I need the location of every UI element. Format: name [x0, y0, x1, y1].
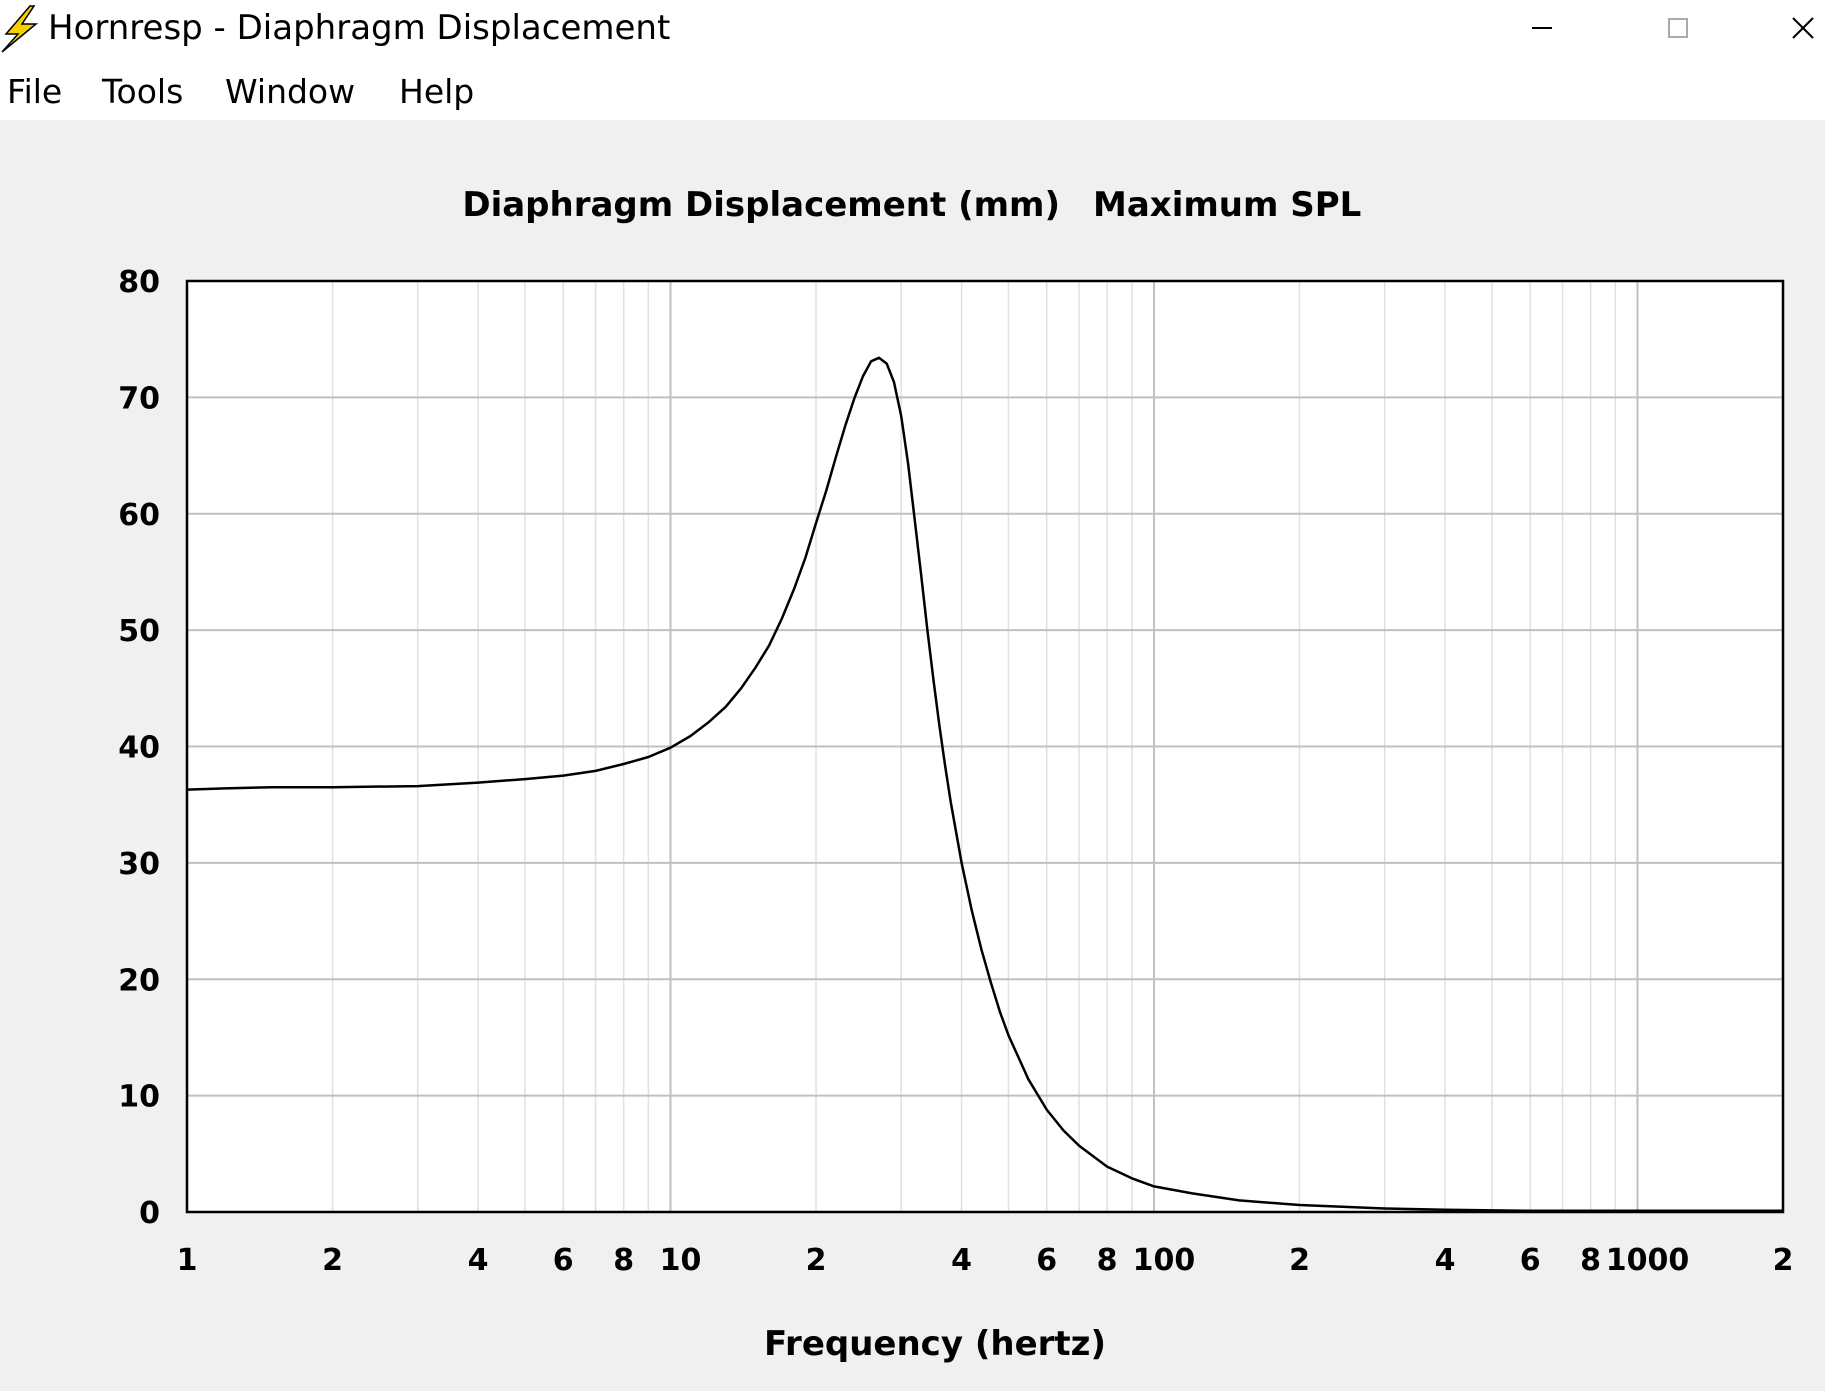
y-tick-label: 30 [118, 847, 160, 882]
y-tick-label: 60 [118, 498, 160, 533]
y-tick-label: 20 [118, 963, 160, 998]
y-tick-label: 70 [118, 381, 160, 416]
menu-tools[interactable]: Tools [102, 72, 184, 111]
x-axis-label: Frequency (hertz) [764, 1324, 1106, 1364]
grid [187, 281, 1783, 1212]
x-tick-label: 10 [660, 1243, 702, 1278]
x-tick-label: 2 [806, 1243, 827, 1278]
y-tick-label: 40 [118, 731, 160, 766]
y-tick-label: 10 [118, 1080, 160, 1115]
x-tick-label: 4 [951, 1243, 972, 1278]
close-icon [1791, 17, 1814, 39]
y-tick-labels: 0 10 20 30 40 50 60 70 80 [118, 265, 160, 1231]
x-tick-label: 2 [322, 1243, 343, 1278]
x-tick-label: 8 [1580, 1243, 1601, 1278]
menu-help[interactable]: Help [399, 72, 475, 111]
close-button[interactable] [1780, 0, 1825, 56]
chart: Diaphragm Displacement (mm) Maximum SPL … [118, 185, 1794, 1364]
window-title: Hornresp - Diaphragm Displacement [48, 8, 671, 48]
x-tick-label: 6 [553, 1243, 574, 1278]
y-tick-label: 0 [139, 1196, 160, 1231]
x-tick-labels: 1 2 4 6 8 10 2 4 6 8 100 2 4 6 8 1000 2 [177, 1243, 1794, 1278]
displacement-curve [186, 356, 1783, 1213]
x-tick-label: 4 [468, 1243, 489, 1278]
x-tick-label: 6 [1036, 1243, 1057, 1278]
x-tick-label: 2 [1773, 1243, 1794, 1278]
x-tick-label: 100 [1133, 1243, 1196, 1278]
x-tick-label: 4 [1435, 1243, 1456, 1278]
maximize-icon [1668, 18, 1688, 38]
menu-file[interactable]: File [7, 72, 63, 111]
x-tick-label: 8 [1097, 1243, 1118, 1278]
chart-area: Diaphragm Displacement (mm) Maximum SPL … [0, 120, 1825, 1391]
lightning-bolt-icon [1, 5, 39, 53]
x-tick-label: 2 [1289, 1243, 1310, 1278]
x-tick-label: 8 [613, 1243, 634, 1278]
minimize-icon [1532, 27, 1552, 29]
title-bar: Hornresp - Diaphragm Displacement [0, 0, 1825, 60]
plot-frame [185, 279, 1785, 1214]
chart-title: Diaphragm Displacement (mm) [462, 185, 1060, 225]
y-tick-label: 80 [118, 265, 160, 300]
minimize-button[interactable] [1502, 0, 1582, 56]
menu-window[interactable]: Window [225, 72, 356, 111]
x-tick-label: 1000 [1606, 1243, 1690, 1278]
x-tick-label: 1 [177, 1243, 198, 1278]
curve-layer [186, 356, 1783, 1213]
x-tick-label: 6 [1520, 1243, 1541, 1278]
maximize-button[interactable] [1638, 0, 1718, 56]
chart-subtitle: Maximum SPL [1093, 185, 1361, 225]
menu-bar: File Tools Window Help [0, 60, 1825, 120]
y-tick-label: 50 [118, 614, 160, 649]
